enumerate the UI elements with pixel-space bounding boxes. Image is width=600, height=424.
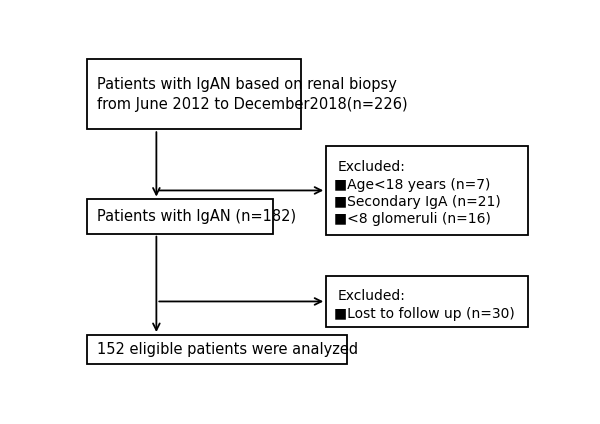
FancyBboxPatch shape <box>326 145 529 235</box>
Text: ■Age<18 years (n=7): ■Age<18 years (n=7) <box>334 178 491 192</box>
Text: 152 eligible patients were analyzed: 152 eligible patients were analyzed <box>97 342 358 357</box>
FancyBboxPatch shape <box>326 276 529 327</box>
Text: Patients with IgAN (n=182): Patients with IgAN (n=182) <box>97 209 296 224</box>
Text: ■Secondary IgA (n=21): ■Secondary IgA (n=21) <box>334 195 501 209</box>
Text: Patients with IgAN based on renal biopsy
from June 2012 to December2018(n=226): Patients with IgAN based on renal biopsy… <box>97 77 407 112</box>
Text: Excluded:: Excluded: <box>338 289 406 303</box>
FancyBboxPatch shape <box>86 199 272 234</box>
Text: ■Lost to follow up (n=30): ■Lost to follow up (n=30) <box>334 307 515 321</box>
Text: ■<8 glomeruli (n=16): ■<8 glomeruli (n=16) <box>334 212 491 226</box>
FancyBboxPatch shape <box>86 59 301 129</box>
Text: Excluded:: Excluded: <box>338 160 406 174</box>
FancyBboxPatch shape <box>86 335 347 364</box>
